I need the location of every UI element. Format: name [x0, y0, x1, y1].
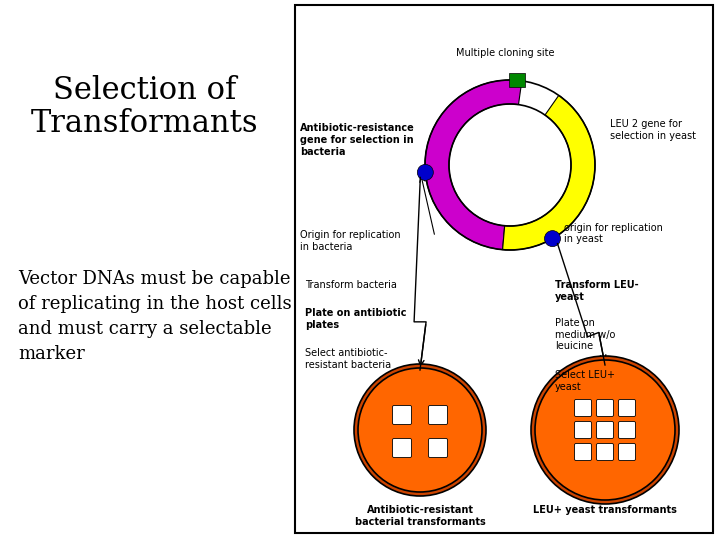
FancyBboxPatch shape	[392, 438, 412, 457]
Text: Antibiotic-resistant
bacterial transformants: Antibiotic-resistant bacterial transform…	[355, 505, 485, 526]
Wedge shape	[503, 96, 595, 250]
FancyBboxPatch shape	[618, 422, 636, 438]
FancyBboxPatch shape	[596, 400, 613, 416]
FancyBboxPatch shape	[392, 406, 412, 424]
Text: Transform LEU-
yeast: Transform LEU- yeast	[555, 280, 639, 302]
Circle shape	[358, 368, 482, 492]
Wedge shape	[425, 80, 522, 249]
Circle shape	[415, 70, 605, 260]
Text: Selection of: Selection of	[53, 75, 237, 106]
Text: Transformants: Transformants	[31, 108, 258, 139]
FancyBboxPatch shape	[428, 438, 448, 457]
FancyBboxPatch shape	[596, 443, 613, 461]
Circle shape	[531, 356, 679, 504]
Text: LEU+ yeast transformants: LEU+ yeast transformants	[533, 505, 677, 515]
Text: Select LEU+
yeast: Select LEU+ yeast	[555, 370, 615, 392]
Text: Transform bacteria: Transform bacteria	[305, 280, 397, 290]
FancyBboxPatch shape	[618, 400, 636, 416]
Text: Multiple cloning site: Multiple cloning site	[456, 48, 554, 58]
Circle shape	[354, 364, 486, 496]
Circle shape	[544, 231, 560, 247]
Text: Origin for replication
in bacteria: Origin for replication in bacteria	[300, 230, 400, 252]
Circle shape	[418, 164, 433, 180]
Text: Vector DNAs must be capable
of replicating in the host cells
and must carry a se: Vector DNAs must be capable of replicati…	[18, 270, 292, 363]
FancyBboxPatch shape	[575, 400, 592, 416]
Text: Select antibiotic-
resistant bacteria: Select antibiotic- resistant bacteria	[305, 348, 391, 369]
FancyBboxPatch shape	[575, 443, 592, 461]
FancyBboxPatch shape	[596, 422, 613, 438]
Text: Plate on antibiotic
plates: Plate on antibiotic plates	[305, 308, 407, 329]
Text: LEU 2 gene for
selection in yeast: LEU 2 gene for selection in yeast	[610, 119, 696, 141]
FancyBboxPatch shape	[575, 422, 592, 438]
Circle shape	[535, 360, 675, 500]
Bar	[295, 5, 713, 533]
Text: Antibiotic-resistance
gene for selection in
bacteria: Antibiotic-resistance gene for selection…	[300, 124, 415, 157]
FancyBboxPatch shape	[618, 443, 636, 461]
Text: origin for replication
in yeast: origin for replication in yeast	[564, 223, 663, 245]
Text: Plate on
medium w/o
leuicine: Plate on medium w/o leuicine	[555, 318, 616, 351]
Bar	[510, 73, 526, 87]
FancyBboxPatch shape	[428, 406, 448, 424]
